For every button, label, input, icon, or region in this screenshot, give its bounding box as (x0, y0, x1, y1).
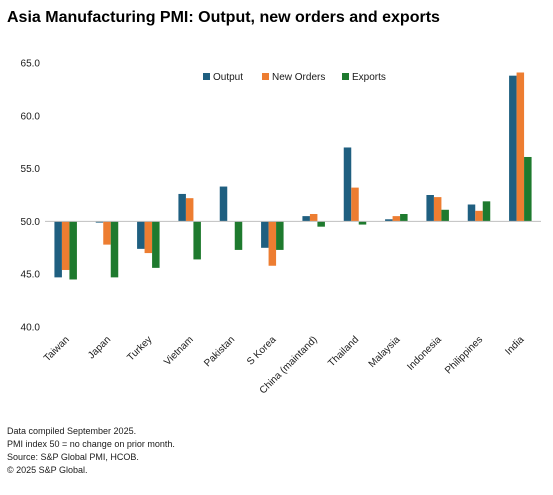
bar (317, 221, 325, 227)
bar (343, 147, 352, 222)
y-tick-label: 55.0 (21, 164, 41, 175)
bar (475, 210, 483, 222)
x-tick-label: Taiwan (42, 334, 72, 364)
bars (54, 72, 532, 280)
bar (309, 214, 318, 222)
y-axis: 40.0 45.0 50.0 55.0 60.0 65.0 (21, 59, 41, 334)
y-tick-label: 65.0 (21, 59, 41, 70)
footer-line: © 2025 S&P Global. (7, 465, 88, 475)
x-tick-label: India (503, 334, 526, 357)
bar (400, 214, 408, 222)
legend-swatch (262, 73, 269, 80)
footer-line: PMI index 50 = no change on prior month. (7, 439, 175, 449)
legend-swatch (342, 73, 349, 80)
bar (193, 221, 201, 260)
y-tick-label: 60.0 (21, 111, 41, 122)
bar (54, 221, 62, 278)
bar (261, 221, 269, 248)
bar (441, 209, 449, 222)
bar (482, 201, 491, 222)
x-tick-label: Philippines (443, 334, 485, 376)
bar (61, 221, 70, 270)
x-tick-label: Pakistan (202, 334, 237, 369)
bar (103, 221, 111, 245)
bar (467, 204, 476, 222)
bar (95, 221, 104, 223)
bar (433, 197, 442, 222)
bar (144, 221, 153, 254)
bar (110, 221, 119, 278)
legend-label: New Orders (272, 72, 325, 83)
x-tick-label: Japan (86, 334, 113, 361)
bar (268, 221, 277, 266)
bar (219, 186, 228, 222)
y-tick-label: 50.0 (21, 217, 41, 228)
legend-swatch (203, 73, 210, 80)
x-tick-label: Malaysia (367, 334, 403, 370)
legend-label: Exports (352, 72, 386, 83)
bar (351, 187, 359, 222)
x-tick-label: Thailand (326, 334, 361, 369)
x-axis: Taiwan Japan Turkey Vietnam Pakistan S KoreaC… (42, 334, 527, 396)
footer-notes: Data compiled September 2025. PMI index … (7, 425, 175, 477)
bar (358, 221, 367, 225)
chart-title: Asia Manufacturing PMI: Output, new orde… (7, 9, 440, 26)
bar (509, 75, 517, 222)
bar (178, 193, 186, 222)
bar (137, 221, 145, 249)
bar (524, 156, 532, 222)
y-tick-label: 40.0 (21, 323, 41, 334)
legend-label: Output (213, 72, 243, 83)
x-tick-label: Vietnam (162, 334, 196, 368)
x-tick-label: S Korea (245, 334, 279, 368)
footer-line: Data compiled September 2025. (7, 426, 137, 436)
x-tick-label: Turkey (125, 334, 154, 363)
legend: Output New Orders Exports (203, 72, 386, 83)
bar (152, 221, 160, 268)
bar (385, 219, 393, 222)
bar (516, 72, 525, 222)
bar (276, 221, 284, 250)
bar (69, 221, 77, 280)
bar (302, 216, 310, 222)
bar (234, 221, 243, 250)
bar (392, 216, 401, 222)
footer-line: Source: S&P Global PMI, HCOB. (7, 452, 139, 462)
bar (185, 198, 194, 222)
y-tick-label: 45.0 (21, 270, 41, 281)
bar (426, 195, 434, 222)
x-tick-label: Indonesia (405, 334, 444, 373)
